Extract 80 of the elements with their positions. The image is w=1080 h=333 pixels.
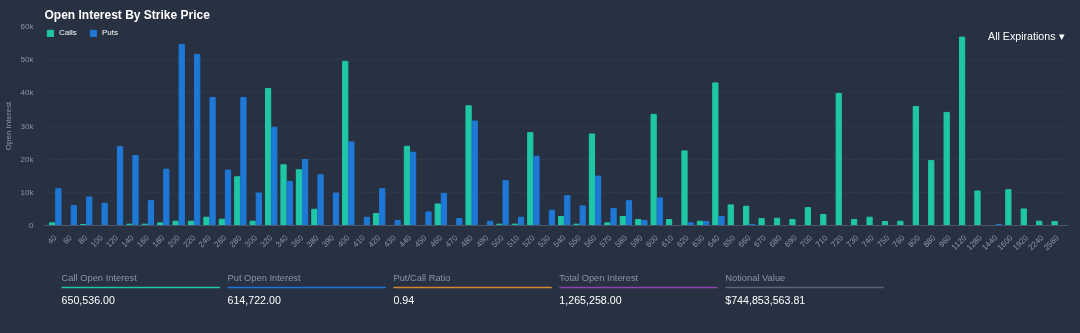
x-tick-label: 600 <box>644 232 661 250</box>
x-tick-label: 640 <box>705 232 722 250</box>
x-tick-label: 730 <box>844 232 861 250</box>
x-tick-label: 550 <box>567 232 584 250</box>
y-tick-label: 40k <box>20 88 35 98</box>
x-tick-label: 380 <box>304 232 322 250</box>
x-tick-label: 140 <box>119 232 136 250</box>
x-tick-label: 160 <box>135 232 152 250</box>
legend-label: Calls <box>59 28 78 37</box>
y-tick-label: 0 <box>29 221 35 230</box>
x-tick-label: 520 <box>520 232 537 250</box>
text: 650,536.00 <box>61 293 115 306</box>
x-tick-label: 500 <box>489 232 507 250</box>
y-tick-label: 20k <box>20 154 35 164</box>
annotation: All Expirations ▾ <box>988 29 1065 42</box>
x-tick-label: 100 <box>88 232 106 250</box>
x-tick-label: 530 <box>536 232 553 250</box>
x-tick-label: 540 <box>551 232 568 250</box>
x-tick-label: 420 <box>366 232 383 250</box>
x-tick-label: 400 <box>335 232 352 250</box>
x-tick-label: 660 <box>736 232 753 250</box>
x-tick-label: 740 <box>860 232 877 250</box>
x-tick-label: 580 <box>613 232 630 250</box>
x-tick-label: 700 <box>798 232 815 250</box>
x-tick-label: 670 <box>752 232 769 250</box>
x-tick-label: 760 <box>890 232 908 250</box>
x-tick-label: 390 <box>320 232 337 250</box>
x-tick-label: 360 <box>289 232 306 250</box>
x-tick-label: 440 <box>397 232 414 250</box>
x-tick-label: 300 <box>243 232 260 250</box>
x-tick-label: 240 <box>196 232 214 250</box>
x-tick-label: 480 <box>459 232 476 250</box>
text: 0.94 <box>393 293 415 306</box>
legend-label: Puts <box>102 28 119 37</box>
x-tick-label: 880 <box>921 232 938 250</box>
x-tick-label: 80 <box>76 232 90 246</box>
x-tick-label: 590 <box>628 232 645 250</box>
x-tick-label: 750 <box>875 232 892 250</box>
x-tick-label: 460 <box>428 232 445 250</box>
x-tick-label: 610 <box>659 232 676 250</box>
x-tick-label: 430 <box>381 232 399 250</box>
x-tick-label: 620 <box>674 232 692 250</box>
text: 1,265,258.00 <box>559 293 622 306</box>
category-label: Put/Call Ratio <box>393 272 451 283</box>
x-tick-label: 280 <box>227 232 244 250</box>
y-axis-title: Open Interest <box>3 100 13 151</box>
y-tick-label: 60k <box>20 22 35 31</box>
x-tick-label: 800 <box>906 232 923 250</box>
category-label: Call Open Interest <box>61 272 138 283</box>
text: $744,853,563.81 <box>725 293 806 306</box>
chart-title: Open Interest By Strike Price <box>44 7 211 22</box>
x-tick-label: 720 <box>829 232 846 250</box>
x-tick-label: 680 <box>767 232 784 250</box>
x-tick-label: 490 <box>474 232 491 250</box>
x-tick-label: 120 <box>104 232 121 250</box>
x-tick-label: 560 <box>582 232 599 250</box>
x-tick-label: 630 <box>690 232 707 250</box>
text: 614,722.00 <box>227 293 281 306</box>
x-tick-label: 200 <box>166 232 183 250</box>
x-tick-label: 570 <box>597 232 615 250</box>
x-tick-label: 510 <box>505 232 522 250</box>
y-tick-label: 50k <box>20 55 35 65</box>
x-tick-label: 470 <box>443 232 460 250</box>
x-tick-label: 690 <box>782 232 800 250</box>
category-label: Notional Value <box>725 272 786 283</box>
y-tick-label: 10k <box>20 187 35 197</box>
x-tick-label: 340 <box>274 232 291 250</box>
category-label: Put Open Interest <box>227 272 302 283</box>
category-label: Total Open Interest <box>559 272 639 283</box>
x-tick-label: 60 <box>61 232 75 246</box>
x-tick-label: 650 <box>721 232 738 250</box>
x-tick-label: 710 <box>813 232 830 250</box>
x-tick-label: 320 <box>258 232 275 250</box>
x-tick-label: 40 <box>45 232 59 246</box>
y-tick-label: 30k <box>20 121 35 131</box>
x-tick-label: 220 <box>181 232 198 250</box>
x-tick-label: 450 <box>412 232 429 250</box>
x-tick-label: 410 <box>351 232 368 250</box>
x-tick-label: 180 <box>150 232 167 250</box>
x-tick-label: 260 <box>212 232 229 250</box>
